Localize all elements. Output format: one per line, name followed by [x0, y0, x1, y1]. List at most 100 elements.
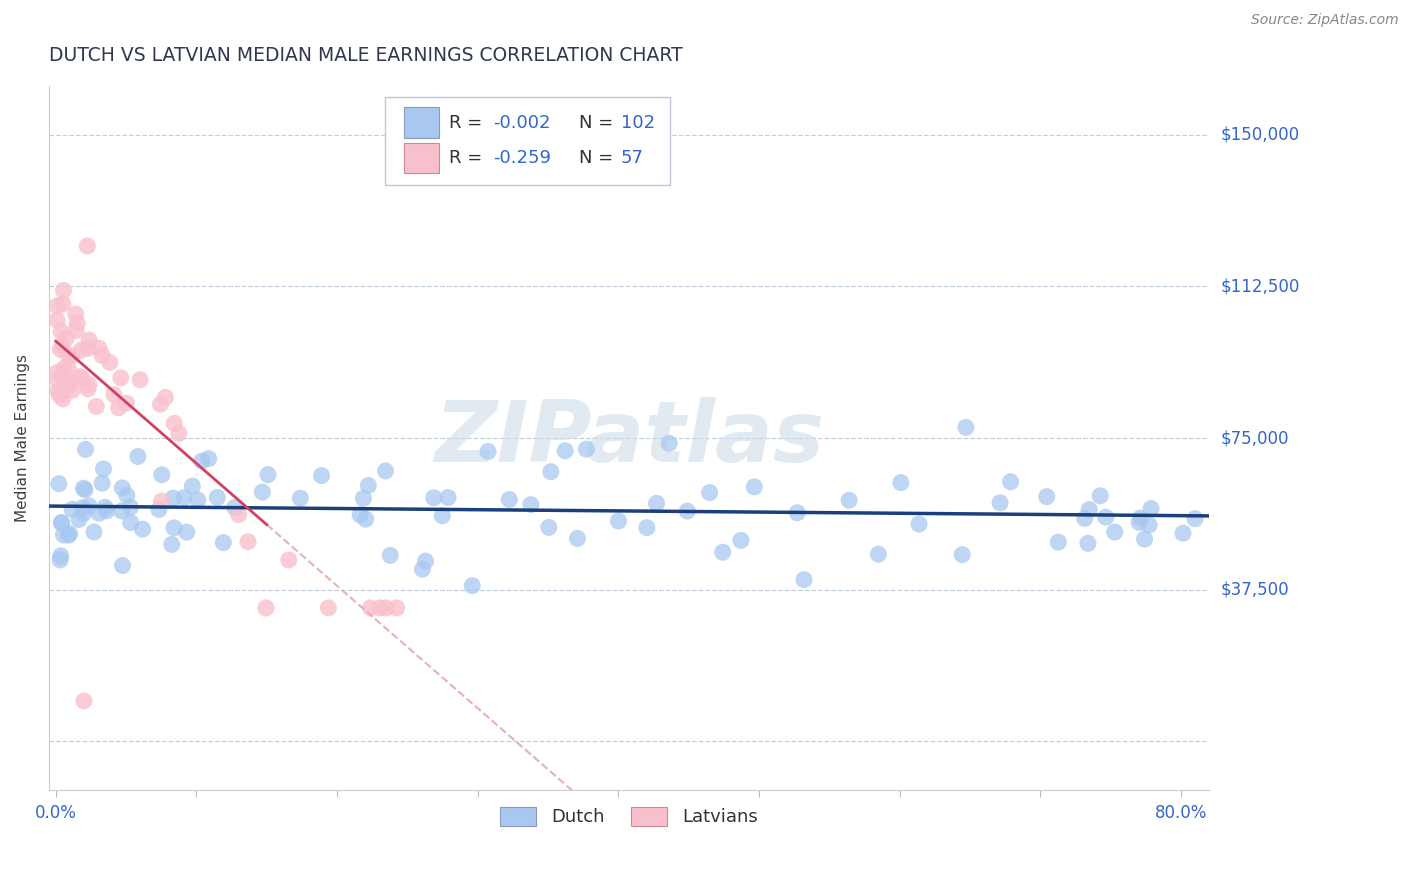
- Point: [70, 343, 93, 358]
- Point: [120, 500, 142, 515]
- Point: [51, 339, 73, 353]
- Point: [1184, 511, 1206, 525]
- Point: [53, 361, 76, 376]
- Point: [77, 499, 100, 513]
- Point: [58, 349, 80, 363]
- Point: [540, 465, 562, 479]
- Point: [378, 549, 401, 563]
- Point: [1047, 535, 1070, 549]
- Point: [150, 467, 173, 482]
- Point: [658, 436, 681, 450]
- Point: [115, 396, 138, 410]
- Point: [163, 417, 186, 431]
- Point: [111, 481, 134, 495]
- Point: [67, 512, 90, 526]
- Point: [437, 491, 460, 505]
- Point: [349, 508, 371, 522]
- Point: [49, 343, 72, 357]
- Point: [46, 384, 69, 398]
- Point: [77, 377, 100, 392]
- Point: [786, 506, 808, 520]
- Point: [46, 299, 69, 313]
- FancyBboxPatch shape: [404, 107, 439, 138]
- Point: [160, 537, 183, 551]
- Point: [60, 502, 83, 516]
- Point: [908, 517, 931, 532]
- Point: [148, 502, 170, 516]
- Point: [187, 492, 209, 507]
- Point: [55, 331, 77, 345]
- Point: [868, 547, 890, 561]
- Point: [103, 388, 125, 402]
- Point: [91, 476, 114, 491]
- Point: [77, 341, 100, 355]
- Point: [73, 694, 96, 708]
- Point: [107, 401, 129, 415]
- Point: [76, 239, 98, 253]
- Point: [368, 601, 391, 615]
- Point: [72, 481, 94, 495]
- Point: [52, 392, 75, 406]
- Point: [318, 601, 340, 615]
- Point: [52, 528, 75, 542]
- Point: [191, 454, 214, 468]
- Y-axis label: Median Male Earnings: Median Male Earnings: [15, 354, 30, 522]
- Point: [730, 533, 752, 548]
- Point: [49, 553, 72, 567]
- Point: [110, 504, 132, 518]
- Point: [51, 368, 73, 382]
- Point: [60, 349, 83, 363]
- Point: [173, 491, 195, 505]
- Point: [575, 442, 598, 457]
- Point: [127, 450, 149, 464]
- Point: [155, 390, 177, 404]
- Point: [60, 384, 83, 398]
- FancyBboxPatch shape: [385, 96, 669, 185]
- Text: $150,000: $150,000: [1220, 126, 1299, 144]
- Point: [352, 491, 374, 506]
- Point: [838, 493, 860, 508]
- Point: [167, 426, 190, 441]
- Point: [48, 476, 70, 491]
- Point: [162, 491, 184, 505]
- Point: [252, 485, 274, 500]
- Point: [181, 479, 204, 493]
- Point: [66, 316, 89, 330]
- Point: [423, 491, 446, 505]
- Point: [91, 348, 114, 362]
- Point: [59, 526, 82, 541]
- Point: [197, 451, 219, 466]
- Point: [96, 504, 118, 518]
- Legend: Dutch, Latvians: Dutch, Latvians: [494, 800, 765, 834]
- Point: [415, 554, 437, 568]
- Point: [236, 534, 259, 549]
- Point: [645, 496, 668, 510]
- Point: [498, 492, 520, 507]
- Point: [93, 462, 115, 476]
- Point: [46, 313, 69, 327]
- Point: [65, 307, 87, 321]
- Text: 57: 57: [621, 149, 644, 167]
- Point: [77, 333, 100, 347]
- Point: [461, 579, 484, 593]
- Point: [69, 369, 91, 384]
- Point: [567, 532, 589, 546]
- Point: [257, 467, 280, 482]
- Point: [149, 397, 172, 411]
- Text: $112,500: $112,500: [1220, 277, 1299, 295]
- Point: [83, 524, 105, 539]
- Point: [411, 562, 433, 576]
- Point: [65, 323, 87, 337]
- Point: [290, 491, 312, 505]
- Point: [1078, 502, 1101, 516]
- Point: [988, 496, 1011, 510]
- Text: -0.259: -0.259: [494, 149, 551, 167]
- Point: [228, 508, 250, 522]
- Point: [359, 601, 381, 615]
- Point: [48, 388, 70, 402]
- Point: [115, 488, 138, 502]
- Text: -0.002: -0.002: [494, 114, 551, 132]
- Point: [742, 480, 765, 494]
- Point: [87, 506, 110, 520]
- Point: [1128, 516, 1150, 530]
